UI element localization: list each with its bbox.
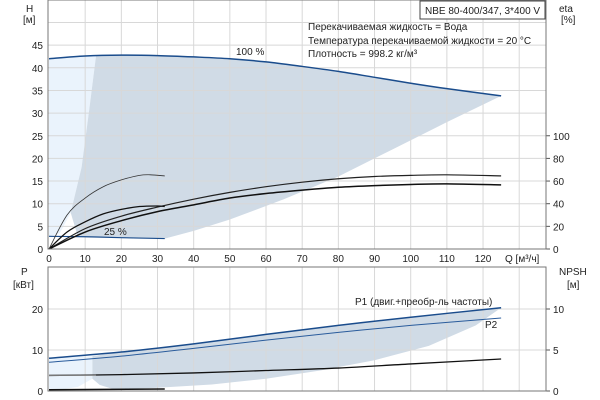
- curve-p1-: [48, 307, 502, 359]
- chart-title: NBE 80-400/347, 3*400 V: [425, 6, 540, 17]
- q-tick-label: 40: [188, 254, 200, 265]
- light-range-area: [49, 356, 93, 391]
- eta-tick-label: 60: [553, 177, 565, 188]
- h-axis-unit: [м]: [23, 15, 36, 26]
- h-tick-label: 30: [32, 109, 44, 120]
- h-tick-label: 10: [32, 200, 44, 211]
- curve-h-25-: [48, 235, 165, 240]
- h-tick-label: 35: [32, 86, 44, 97]
- npsh-axis-unit: [м]: [567, 280, 580, 291]
- curve-eta-total-25-: [48, 205, 165, 250]
- h-tick-label: 20: [32, 154, 44, 165]
- eta-tick-label: 80: [553, 154, 565, 165]
- npsh-axis-label: NPSH: [559, 267, 587, 278]
- operating-range-area: [92, 307, 502, 390]
- p1-label: P1 (двиг.+преобр-ль частоты): [355, 296, 492, 308]
- q-axis-label: Q [м³/ч]: [505, 254, 540, 265]
- curve-npsh: [48, 358, 502, 377]
- h-tick-label: 0: [37, 245, 43, 256]
- npsh-tick-label: 10: [553, 305, 565, 316]
- eta-tick-label: 40: [553, 200, 565, 211]
- curve-eta-pump-25-: [48, 174, 165, 250]
- q-tick-label: 20: [116, 254, 128, 265]
- h-tick-label: 40: [32, 64, 44, 75]
- info-density: Плотность = 998.2 кг/м³: [308, 49, 418, 60]
- p-axis-unit: [кВт]: [13, 280, 34, 291]
- q-tick-label: 90: [369, 254, 381, 265]
- npsh-tick-label: 0: [553, 387, 559, 398]
- eta-tick-label: 20: [553, 222, 565, 233]
- eta-tick-label: 100: [553, 132, 570, 143]
- curve-eta-total-100-: [48, 183, 502, 250]
- q-tick-label: 60: [260, 254, 272, 265]
- top-plot-frame: [47, 0, 547, 250]
- q-tick-label: 0: [46, 254, 52, 265]
- operating-range-area: [70, 55, 502, 239]
- h-tick-label: 25: [32, 132, 44, 143]
- h-tick-label: 5: [37, 222, 43, 233]
- eta-tick-label: 0: [553, 245, 559, 256]
- q-tick-label: 110: [439, 254, 455, 265]
- curve-p-25-: [48, 388, 165, 391]
- light-range-area: [49, 56, 97, 237]
- q-tick-label: 100: [402, 254, 419, 265]
- bottom-plot-frame: [47, 266, 547, 392]
- info-liquid: Перекачиваемая жидкость = Вода: [308, 22, 468, 33]
- h-axis-label: H: [26, 4, 33, 15]
- curve-eta-pump-100-: [48, 174, 502, 250]
- p-tick-label: 10: [32, 346, 44, 357]
- q-tick-label: 50: [224, 254, 236, 265]
- curve-h-100-: [48, 54, 502, 97]
- title-box: [419, 0, 546, 20]
- h-tick-label: 15: [32, 177, 44, 188]
- h-tick-label: 45: [32, 41, 44, 52]
- p-tick-label: 20: [32, 305, 44, 316]
- npsh-tick-label: 5: [553, 346, 559, 357]
- q-tick-label: 120: [475, 254, 492, 265]
- annotation-25: 25 %: [104, 227, 127, 238]
- curve-p2: [48, 317, 502, 363]
- p2-label: P2: [485, 320, 498, 331]
- q-tick-label: 80: [333, 254, 345, 265]
- q-tick-label: 70: [297, 254, 309, 265]
- q-tick-label: 10: [80, 254, 92, 265]
- annotation-100: 100 %: [236, 47, 264, 58]
- eta-axis-unit: [%]: [561, 15, 576, 26]
- q-tick-label: 30: [152, 254, 164, 265]
- eta-axis-label: eta: [559, 4, 573, 15]
- p-axis-label: P: [21, 267, 28, 278]
- p-tick-label: 0: [37, 387, 43, 398]
- info-temperature: Температура перекачиваемой жидкости = 20…: [308, 36, 531, 47]
